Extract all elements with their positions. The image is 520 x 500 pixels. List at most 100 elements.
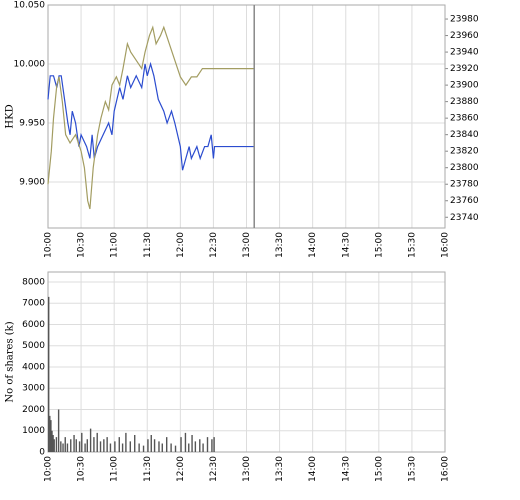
y-tick-label: 8000	[22, 277, 45, 287]
volume-bar	[211, 439, 213, 452]
y2-tick-label: 23800	[450, 163, 479, 173]
y-tick-label: 9.950	[19, 118, 45, 128]
volume-bar	[96, 432, 98, 452]
volume-bar	[147, 439, 149, 452]
y-tick-label: 7000	[22, 299, 45, 309]
y2-tick-label: 23740	[450, 213, 479, 223]
volume-bar	[199, 439, 201, 452]
volume-bar	[78, 441, 81, 452]
volume-bar	[73, 434, 75, 452]
y2-tick-label: 23940	[450, 48, 479, 58]
volume-bar	[86, 439, 88, 452]
volume-bar	[99, 441, 102, 452]
y2-tick-label: 23860	[450, 114, 479, 124]
x-tick-label: 12:00	[176, 456, 186, 482]
volume-bar	[142, 445, 145, 452]
volume-bar	[70, 439, 72, 452]
x-tick-label: 16:00	[441, 456, 451, 482]
x-tick-label: 12:30	[209, 456, 219, 482]
y-tick-label: 10.050	[14, 1, 46, 11]
x-tick-label: 14:30	[341, 456, 351, 482]
volume-bar	[53, 439, 55, 452]
y-tick-label: 5000	[22, 341, 45, 351]
x-tick-label: 10:00	[44, 232, 54, 258]
volume-bar	[161, 443, 163, 452]
volume-bar	[174, 445, 177, 452]
y-tick-label: 9.900	[19, 177, 45, 187]
y2-tick-label: 23980	[450, 15, 479, 25]
y-tick-label: 6000	[22, 320, 45, 330]
volume-bar	[165, 437, 168, 452]
y2-tick-label: 23920	[450, 64, 479, 74]
y-axis-title: No of shares (k)	[5, 321, 16, 402]
volume-bar	[170, 443, 172, 452]
x-tick-label: 13:30	[275, 456, 285, 482]
volume-bar	[60, 441, 62, 452]
x-tick-label: 11:30	[143, 232, 153, 258]
price-line	[47, 25, 255, 210]
volume-bar	[184, 432, 187, 452]
x-tick-label: 16:00	[441, 232, 451, 258]
volume-bar	[206, 437, 209, 452]
volume-bar	[153, 439, 156, 452]
y-tick-label: 2000	[22, 405, 45, 415]
x-tick-label: 14:30	[341, 232, 351, 258]
price-line	[47, 61, 255, 171]
x-tick-label: 13:00	[242, 456, 252, 482]
volume-bar	[48, 296, 50, 452]
volume-bar	[150, 434, 152, 452]
volume-bar	[66, 443, 69, 452]
y2-tick-label: 23760	[450, 196, 479, 206]
x-tick-label: 15:30	[407, 456, 417, 482]
volume-bar	[62, 443, 64, 452]
volume-bar	[118, 437, 120, 452]
volume-bar	[50, 420, 52, 452]
y-tick-label: 4000	[22, 362, 45, 372]
plot-frame	[47, 4, 446, 229]
volume-bar	[55, 437, 58, 452]
x-tick-label: 12:00	[176, 232, 186, 258]
y-tick-label: 10.000	[14, 59, 46, 69]
y-tick-label: 0	[39, 448, 45, 458]
x-tick-label: 13:30	[275, 232, 285, 258]
volume-bar	[51, 430, 53, 452]
volume-bar	[129, 441, 132, 452]
volume-bar	[57, 409, 60, 452]
volume-bar	[180, 437, 182, 452]
x-tick-label: 11:00	[110, 456, 120, 482]
x-tick-label: 15:00	[374, 456, 384, 482]
y2-tick-label: 23900	[450, 81, 479, 91]
volume-bar	[138, 443, 140, 452]
y2-tick-label: 23960	[450, 31, 479, 41]
y2-tick-label: 23820	[450, 147, 479, 157]
volume-bar	[84, 443, 86, 452]
volume-bar	[194, 441, 197, 452]
x-tick-label: 12:30	[209, 232, 219, 258]
x-tick-label: 14:00	[308, 232, 318, 258]
x-tick-label: 14:00	[308, 456, 318, 482]
y-tick-label: 1000	[22, 426, 45, 436]
y2-tick-label: 23780	[450, 180, 479, 190]
volume-bar	[109, 443, 112, 452]
volume-bar	[93, 437, 95, 452]
volume-bar	[49, 415, 51, 452]
x-tick-label: 10:30	[77, 232, 87, 258]
volume-bar	[89, 428, 92, 452]
y-axis-title: HKD	[5, 104, 16, 128]
volume-bar	[114, 441, 116, 452]
volume-bar	[75, 439, 77, 452]
volume-bar	[103, 439, 105, 452]
volume-bar	[191, 434, 193, 452]
volume-bar	[134, 434, 136, 452]
volume-bar	[64, 437, 66, 452]
volume-bar	[125, 432, 127, 452]
volume-bar	[188, 443, 190, 452]
x-tick-label: 10:30	[77, 456, 87, 482]
x-tick-label: 15:00	[374, 232, 384, 258]
volume-bar	[81, 432, 83, 452]
volume-bar	[121, 443, 124, 452]
volume-bar	[202, 443, 204, 452]
x-tick-label: 11:30	[143, 456, 153, 482]
volume-bar	[158, 441, 160, 452]
